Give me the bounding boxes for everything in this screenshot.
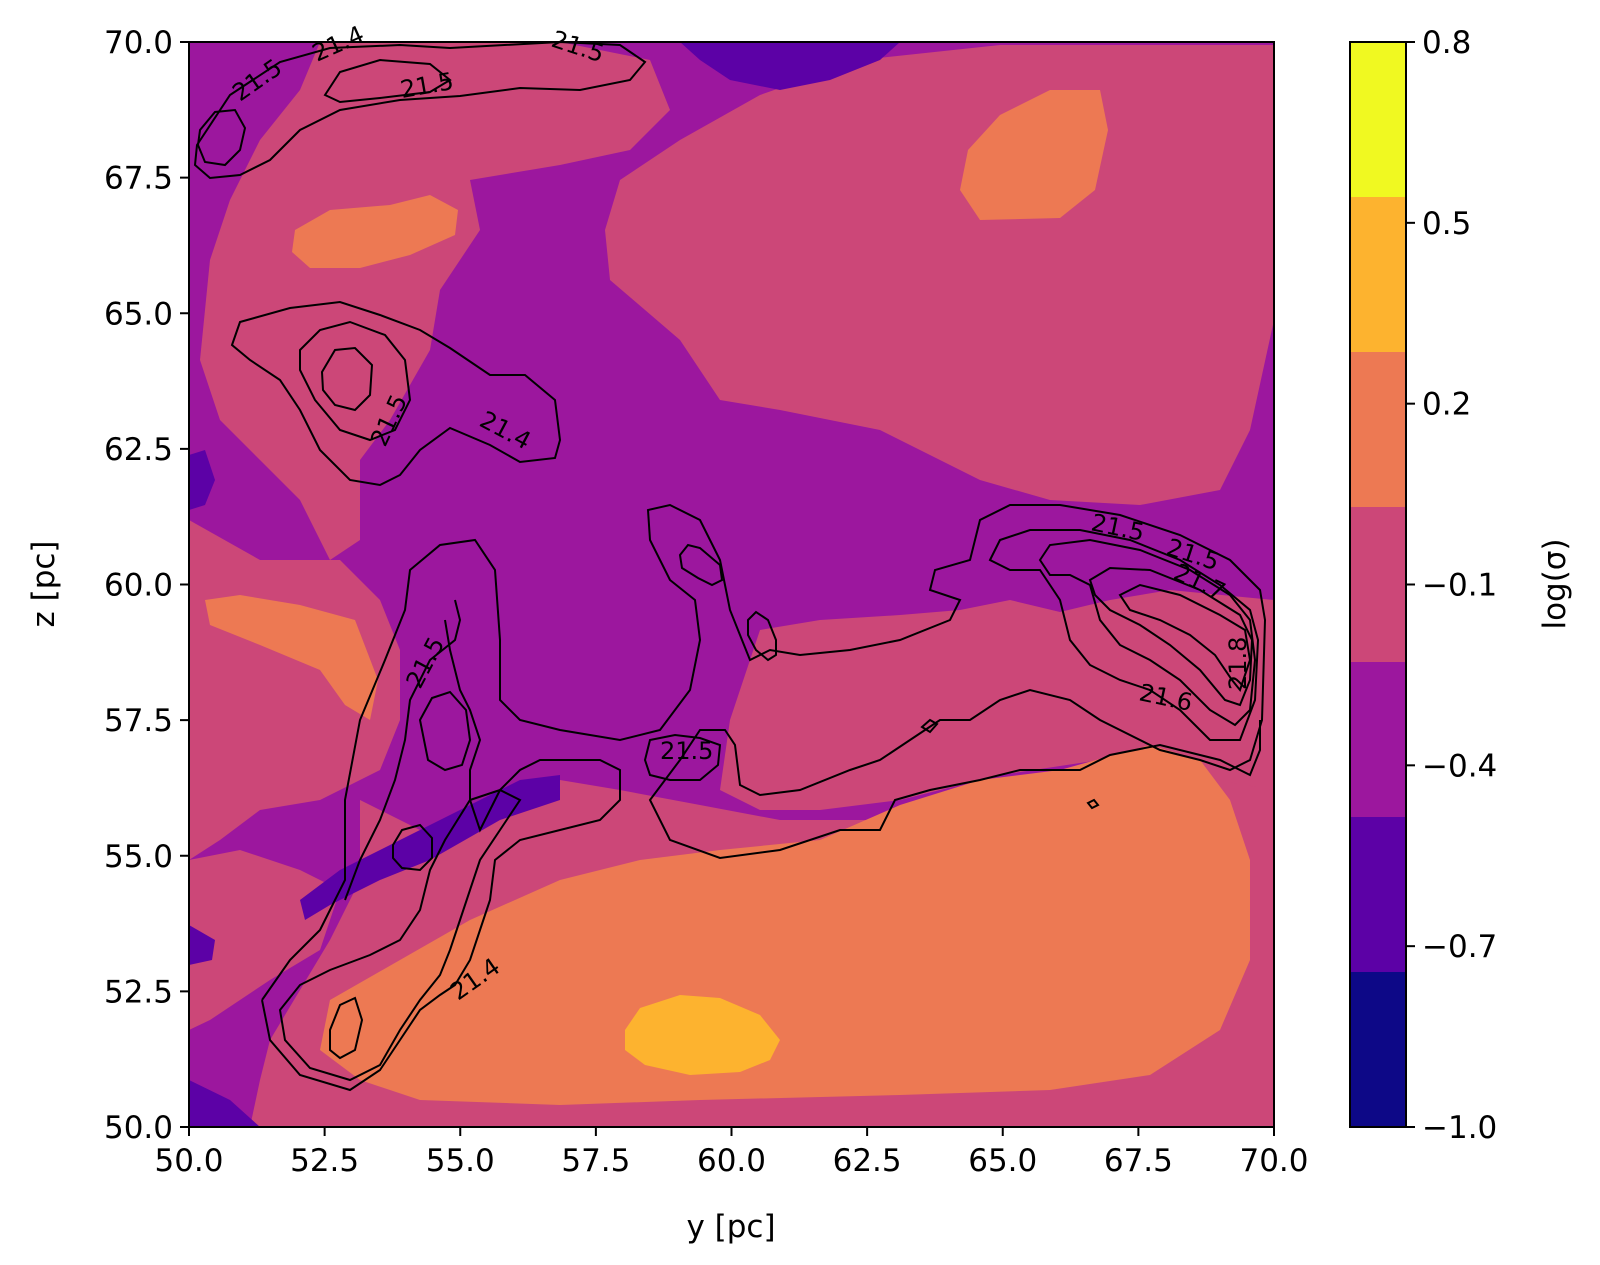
colorbar-tick-label: −0.1 bbox=[1422, 568, 1497, 604]
colorbar-tick-label: 0.2 bbox=[1422, 387, 1471, 423]
fill-region-orange-top-left bbox=[292, 195, 458, 268]
y-tick-label: 52.5 bbox=[104, 974, 173, 1010]
contour-line-upper-left-outer bbox=[230, 300, 562, 487]
fill-region-orange-left bbox=[205, 595, 378, 720]
contour-line-small-island-4 bbox=[920, 718, 939, 734]
contour-line-middle-left-island bbox=[418, 690, 472, 772]
contour-line-lower-left-outer bbox=[261, 503, 1267, 1092]
fill-region-gold-bottom bbox=[625, 995, 780, 1075]
colorbar-tick-label: −1.0 bbox=[1422, 1110, 1497, 1146]
contour-line-top-left-ridge bbox=[323, 58, 452, 104]
colorbar-tick-label: 0.8 bbox=[1422, 25, 1471, 61]
x-tick-label: 60.0 bbox=[697, 1143, 766, 1179]
y-tick-label: 70.0 bbox=[104, 25, 173, 61]
x-tick-label: 67.5 bbox=[1104, 1143, 1173, 1179]
fill-region-purple-top bbox=[680, 42, 900, 90]
contour-line-small-island-5 bbox=[1086, 798, 1100, 810]
x-tick-label: 55.0 bbox=[426, 1143, 495, 1179]
colorbar-tick-label: 0.5 bbox=[1422, 206, 1471, 242]
colorbar-band bbox=[1350, 197, 1406, 352]
contour-line-small-island-3 bbox=[747, 610, 777, 662]
fill-region-magenta-top-left bbox=[200, 42, 670, 560]
contour-line-right-inner-3 bbox=[1118, 583, 1252, 693]
colorbar-band bbox=[1350, 817, 1406, 972]
y-tick-label: 55.0 bbox=[104, 839, 173, 875]
contour-line-lower-left-mid bbox=[278, 788, 522, 1082]
colorbar-band bbox=[1350, 662, 1406, 817]
colorbar-tick-label: −0.4 bbox=[1422, 748, 1497, 784]
fill-region-purple-left bbox=[189, 450, 215, 510]
fill-region-orange-top-right bbox=[960, 90, 1108, 220]
contour-line-middle-left-ridge bbox=[344, 599, 462, 901]
contour-label: 21.5 bbox=[660, 737, 713, 765]
contour-lines bbox=[193, 42, 1267, 1092]
y-tick-label: 65.0 bbox=[104, 296, 173, 332]
x-axis-label: y [pc] bbox=[686, 1209, 775, 1245]
contour-line-lower-left-inner bbox=[329, 996, 364, 1060]
contour-label: 21.8 bbox=[1224, 637, 1252, 690]
x-tick-label: 50.0 bbox=[154, 1143, 223, 1179]
x-tick-label: 62.5 bbox=[833, 1143, 902, 1179]
y-tick-label: 62.5 bbox=[104, 432, 173, 468]
fill-region-purple-lower-left bbox=[300, 775, 560, 920]
contour-line-upper-left-mid bbox=[299, 320, 412, 442]
contour-line-top-left-inner bbox=[196, 108, 247, 167]
fill-region-purple-left-edge bbox=[189, 925, 215, 965]
colorbar-label: log(σ) bbox=[1537, 538, 1573, 629]
fill-region-purple-bottom-left bbox=[189, 1080, 260, 1127]
x-tick-label: 65.0 bbox=[968, 1143, 1037, 1179]
y-tick-label: 50.0 bbox=[104, 1110, 173, 1146]
contour-line-right-mid bbox=[988, 529, 1260, 741]
colorbar: 0.8 0.5 0.2 −0.1 −0.4 −0.7 −1.0 log(σ) bbox=[1349, 25, 1573, 1146]
y-tick-label: 67.5 bbox=[104, 161, 173, 197]
y-axis: 50.0 52.5 55.0 57.5 60.0 62.5 65.0 67.5 70.0 z [… bbox=[26, 25, 189, 1146]
colorbar-band bbox=[1350, 42, 1406, 197]
contour-line-small-island-1 bbox=[392, 823, 433, 872]
colorbar-tick-label: −0.7 bbox=[1422, 929, 1497, 965]
x-tick-label: 70.0 bbox=[1239, 1143, 1308, 1179]
colorbar-band bbox=[1350, 352, 1406, 507]
y-tick-label: 57.5 bbox=[104, 703, 173, 739]
y-tick-label: 60.0 bbox=[104, 568, 173, 604]
filled-contour-map bbox=[189, 42, 1274, 1127]
fill-region-magenta-top-right bbox=[605, 45, 1274, 505]
contour-line-top-left-outer bbox=[193, 42, 647, 180]
colorbar-band bbox=[1350, 972, 1406, 1127]
colorbar-band bbox=[1350, 507, 1406, 662]
contour-line-right-inner-1 bbox=[1038, 538, 1257, 727]
contour-line-small-island-2 bbox=[678, 543, 724, 587]
y-axis-label: z [pc] bbox=[26, 540, 62, 627]
x-tick-label: 52.5 bbox=[290, 1143, 359, 1179]
contour-line-label-loop-21-5 bbox=[643, 733, 722, 781]
contour-line-right-inner-2 bbox=[1088, 566, 1254, 707]
fill-region-magenta-left-lower bbox=[189, 850, 340, 1030]
contour-line-upper-left-inner bbox=[320, 346, 374, 412]
x-axis: 50.0 52.5 55.0 57.5 60.0 62.5 65.0 67.5 70.0 y [… bbox=[154, 1127, 1309, 1245]
x-tick-label: 57.5 bbox=[561, 1143, 630, 1179]
fill-region-orange-bottom bbox=[320, 745, 1250, 1105]
